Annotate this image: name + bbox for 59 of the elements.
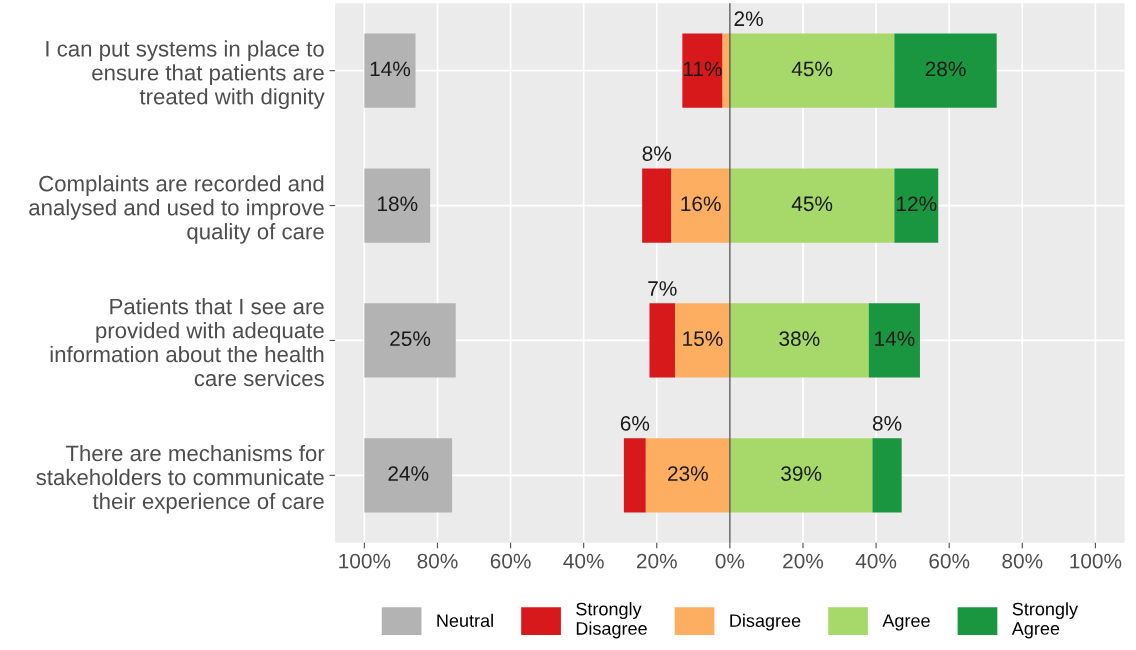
x-tick-label: 40% — [563, 553, 604, 569]
bar — [645, 438, 730, 513]
y-tick-label: There are mechanisms for stakeholders to communicate their experience of care — [36, 444, 325, 514]
data-label: 45% — [791, 196, 833, 212]
bar — [729, 438, 873, 513]
bar — [364, 438, 453, 513]
data-label: 14% — [370, 61, 411, 77]
bar — [364, 303, 456, 378]
data-label: 12% — [897, 196, 937, 212]
data-label: 23% — [668, 466, 708, 481]
legend-label: Disagree — [730, 613, 801, 631]
bar — [364, 33, 416, 108]
bar — [623, 438, 646, 513]
data-label: 8% — [642, 146, 672, 161]
data-label: 7% — [648, 281, 677, 296]
x-tick-label: 20% — [783, 553, 824, 569]
x-tick-label: 100% — [1070, 553, 1122, 569]
x-tick-label: 40% — [855, 553, 897, 569]
data-label: 11% — [683, 61, 722, 77]
bar — [729, 33, 895, 108]
x-tick-label: 0% — [715, 553, 745, 569]
data-label: 2% — [734, 11, 763, 27]
bar — [364, 168, 431, 243]
data-label: 14% — [875, 331, 915, 346]
bar — [675, 303, 730, 378]
data-label: 25% — [390, 331, 431, 347]
data-label: 6% — [620, 415, 650, 431]
data-label: 15% — [683, 331, 723, 347]
bar — [682, 33, 723, 108]
legend-label: Strongly Agree — [1011, 602, 1078, 639]
y-tick-label: Complaints are recorded and analysed and used to improve quality of care — [29, 175, 324, 244]
y-tick-label: I can put systems in place to ensure that patients are treated with dignity — [46, 40, 325, 109]
data-label: 45% — [791, 61, 833, 77]
data-label: 16% — [681, 196, 721, 212]
x-tick-label: 60% — [490, 553, 531, 569]
bar — [649, 303, 676, 378]
bar — [894, 168, 939, 243]
data-label: 39% — [781, 466, 822, 481]
bar — [729, 168, 895, 243]
bar — [729, 303, 869, 378]
x-tick-label: 60% — [929, 553, 970, 569]
data-label: 28% — [925, 61, 966, 77]
bar — [642, 168, 672, 243]
bar — [671, 168, 730, 243]
x-tick-label: 20% — [636, 553, 677, 569]
data-label: 38% — [779, 331, 820, 347]
data-label: 18% — [378, 196, 418, 212]
bar — [894, 33, 997, 108]
bar — [872, 438, 902, 513]
data-label: 24% — [388, 466, 429, 481]
legend-label: Agree — [882, 614, 930, 631]
legend-label: Strongly Disagree — [576, 602, 647, 639]
x-tick-label: 100% — [339, 553, 391, 569]
x-tick-label: 80% — [417, 553, 458, 569]
x-tick-label: 80% — [1002, 553, 1043, 569]
y-tick-label: Patients that I see are provided with adequate information about the health care services — [50, 298, 324, 387]
data-label: 8% — [872, 415, 902, 431]
bar — [868, 303, 920, 378]
legend-label: Neutral — [437, 613, 493, 628]
